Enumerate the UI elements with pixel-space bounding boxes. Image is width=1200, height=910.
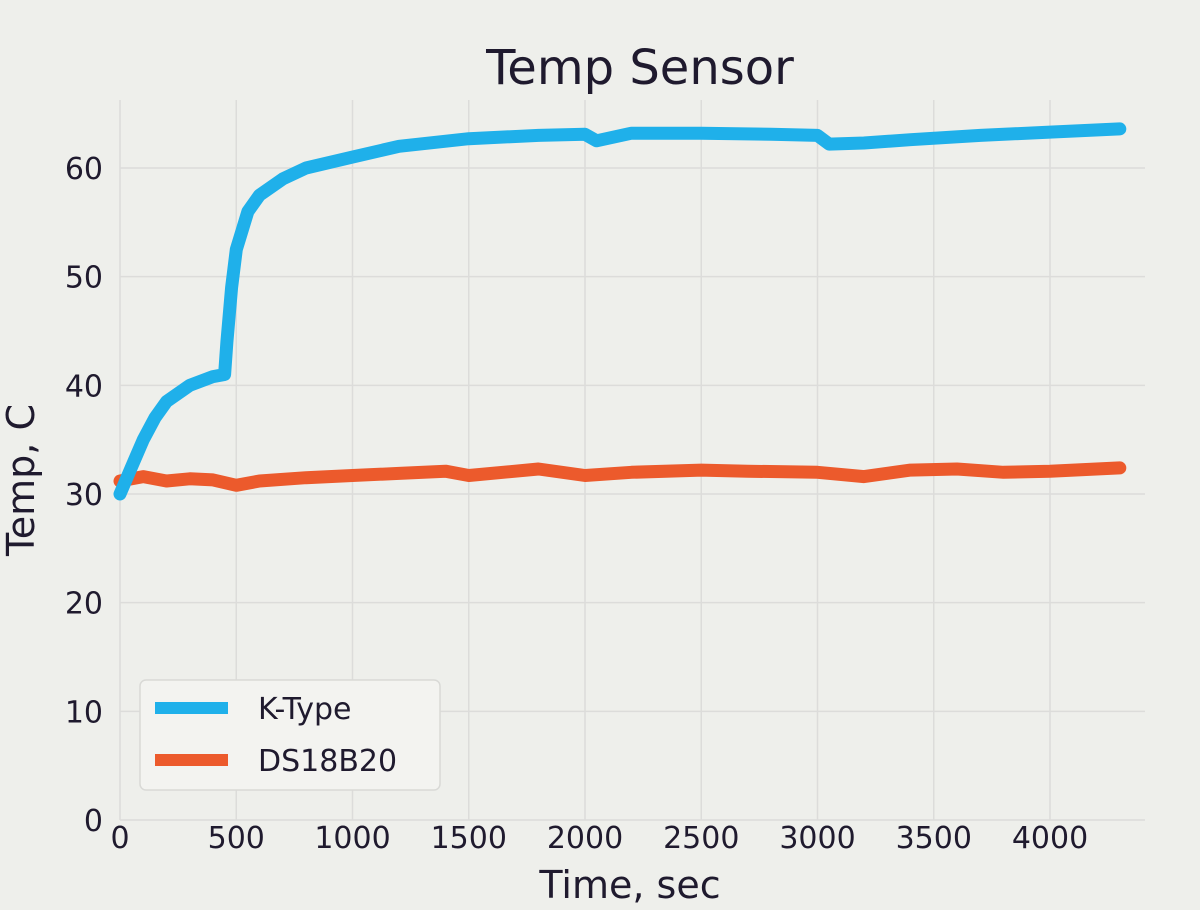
y-tick-label: 30: [65, 478, 103, 513]
legend-label-ds18b20: DS18B20: [258, 744, 397, 779]
x-tick-label: 3000: [779, 821, 855, 856]
series-layer: [113, 122, 1127, 501]
series-line-k-type: [113, 122, 1127, 501]
tick-labels: 0 500 1000 1500 2000 2500 3000 3500 4000 0 10 20 30 4…: [65, 152, 1088, 856]
x-tick-label: 2000: [547, 821, 623, 856]
y-tick-label: 60: [65, 152, 103, 187]
y-axis-label: Temp, C: [0, 404, 43, 557]
legend-label-k-type: K-Type: [258, 692, 352, 727]
x-tick-label: 4000: [1012, 821, 1088, 856]
series-line-ds18b20: [113, 461, 1127, 492]
x-tick-label: 3500: [896, 821, 972, 856]
x-tick-label: 2500: [663, 821, 739, 856]
y-tick-label: 10: [65, 695, 103, 730]
x-axis-label: Time, sec: [538, 863, 720, 907]
legend: K-Type DS18B20: [139, 679, 441, 791]
y-tick-label: 40: [65, 369, 103, 404]
x-tick-label: 1500: [431, 821, 507, 856]
y-tick-label: 0: [84, 804, 103, 839]
x-tick-label: 500: [208, 821, 265, 856]
x-tick-label: 0: [110, 821, 129, 856]
x-tick-label: 1000: [314, 821, 390, 856]
chart-title: Temp Sensor: [485, 40, 794, 96]
y-tick-label: 20: [65, 587, 103, 622]
y-tick-label: 50: [65, 261, 103, 296]
